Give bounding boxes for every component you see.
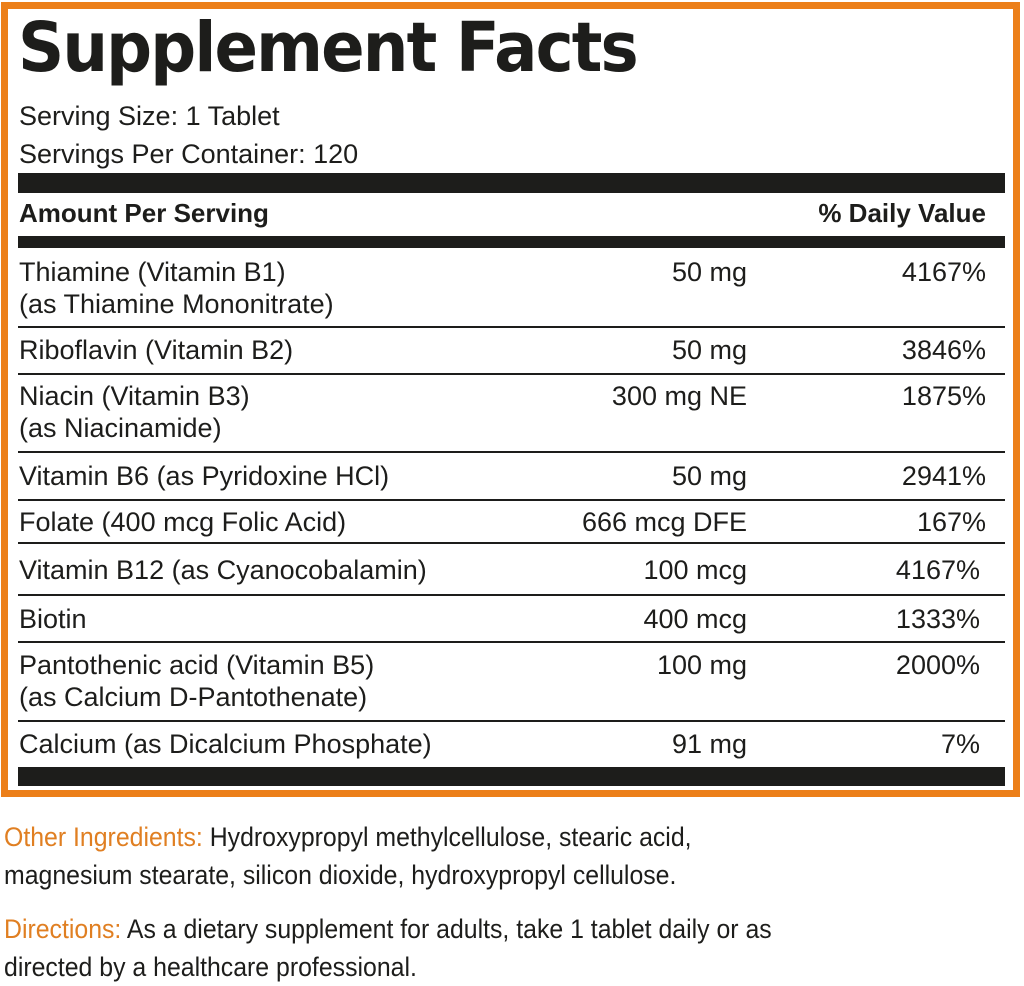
thick-divider-bottom [18, 767, 1005, 786]
directions-text-line2: directed by a healthcare professional. [4, 952, 417, 982]
nutrient-name: Pantothenic acid (Vitamin B5) (as Calciu… [19, 650, 375, 712]
servings-per-container: Servings Per Container: 120 [19, 139, 359, 169]
nutrient-daily-value: 4167% [895, 555, 980, 585]
other-ingredients: Other Ingredients: Hydroxypropyl methylc… [4, 818, 933, 894]
table-row: Calcium (as Dicalcium Phosphate) 91 mg 7… [18, 722, 1005, 767]
nutrient-name: Calcium (as Dicalcium Phosphate) [19, 729, 432, 759]
nutrient-amount: 300 mg NE [611, 381, 747, 411]
table-row: Pantothenic acid (Vitamin B5) (as Calciu… [18, 643, 1005, 722]
nutrient-amount: 666 mcg DFE [581, 507, 747, 537]
directions: Directions: As a dietary supplement for … [4, 910, 933, 986]
nutrient-amount: 50 mg [671, 335, 747, 365]
nutrient-name: Riboflavin (Vitamin B2) [19, 335, 294, 365]
nutrient-daily-value: 1333% [895, 604, 980, 634]
other-ingredients-text-line1: Hydroxypropyl methylcellulose, stearic a… [202, 822, 692, 852]
thick-divider-top [18, 173, 1005, 193]
serving-size: Serving Size: 1 Tablet [19, 101, 280, 131]
nutrient-amount: 91 mg [671, 729, 747, 759]
header-daily-value: % Daily Value [818, 198, 986, 228]
panel-title: Supplement Facts [18, 8, 639, 88]
nutrient-name: Vitamin B12 (as Cyanocobalamin) [19, 555, 427, 585]
nutrient-amount: 50 mg [671, 257, 747, 287]
nutrient-name: Niacin (Vitamin B3) (as Niacinamide) [19, 381, 250, 443]
nutrient-name: Folate (400 mcg Folic Acid) [19, 507, 347, 537]
nutrient-daily-value: 2941% [901, 461, 986, 491]
directions-label: Directions: [4, 914, 122, 944]
other-ingredients-label: Other Ingredients: [4, 822, 203, 852]
nutrient-amount: 100 mcg [643, 555, 747, 585]
table-row: Vitamin B6 (as Pyridoxine HCl) 50 mg 294… [18, 453, 1005, 501]
thick-divider-header [18, 236, 1005, 248]
nutrient-name: Vitamin B6 (as Pyridoxine HCl) [19, 461, 390, 491]
nutrient-daily-value: 3846% [901, 335, 986, 365]
nutrient-daily-value: 167% [916, 507, 986, 537]
supplement-facts-panel [1, 2, 1020, 797]
nutrient-amount: 100 mg [656, 650, 747, 680]
other-ingredients-text-line2: magnesium stearate, silicon dioxide, hyd… [4, 860, 677, 890]
nutrient-daily-value: 1875% [901, 381, 986, 411]
nutrient-daily-value: 7% [940, 729, 980, 759]
table-row: Riboflavin (Vitamin B2) 50 mg 3846% [18, 328, 1005, 375]
nutrient-name: Thiamine (Vitamin B1) (as Thiamine Monon… [19, 257, 334, 319]
table-row: Folate (400 mcg Folic Acid) 666 mcg DFE … [18, 501, 1005, 544]
nutrient-amount: 400 mcg [643, 604, 747, 634]
table-row: Biotin 400 mcg 1333% [18, 596, 1005, 643]
nutrient-daily-value: 2000% [895, 650, 980, 680]
table-row: Vitamin B12 (as Cyanocobalamin) 100 mcg … [18, 544, 1005, 596]
nutrient-amount: 50 mg [671, 461, 747, 491]
nutrient-daily-value: 4167% [901, 257, 986, 287]
directions-text-line1: As a dietary supplement for adults, take… [121, 914, 772, 944]
table-row: Niacin (Vitamin B3) (as Niacinamide) 300… [18, 375, 1005, 453]
nutrient-name: Biotin [19, 604, 87, 634]
header-amount-per-serving: Amount Per Serving [19, 198, 269, 228]
table-row: Thiamine (Vitamin B1) (as Thiamine Monon… [18, 248, 1005, 328]
